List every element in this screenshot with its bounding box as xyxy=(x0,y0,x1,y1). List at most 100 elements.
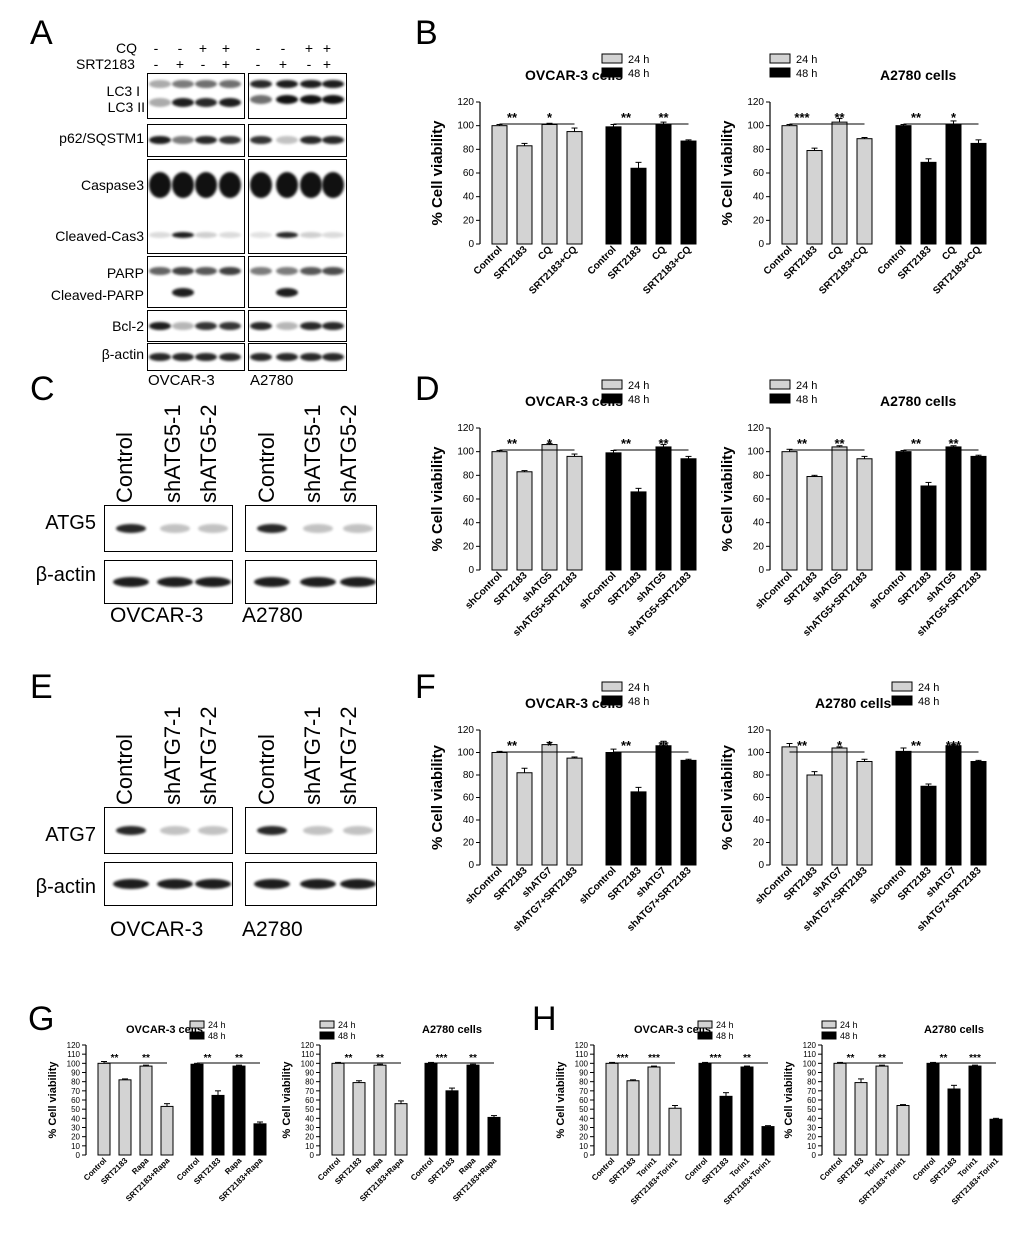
chart-title: A2780 cells xyxy=(924,1024,984,1036)
bar xyxy=(989,1118,1003,1156)
legend-swatch xyxy=(697,1020,713,1029)
blot-band xyxy=(195,267,217,275)
significance-marker: ** xyxy=(658,738,669,753)
beta-actin-band-row-a2780 xyxy=(245,560,377,604)
legend-label: 24 h xyxy=(628,380,649,392)
significance-marker: * xyxy=(547,738,553,753)
legend-swatch xyxy=(891,681,913,692)
y-tick-label: 20 xyxy=(753,838,765,849)
y-tick-label: 0 xyxy=(758,565,764,576)
y-tick-label: 110 xyxy=(803,1050,816,1059)
y-tick-label: 110 xyxy=(575,1050,588,1059)
blot-band xyxy=(116,523,146,533)
blot-band xyxy=(157,879,193,889)
y-tick-label: 120 xyxy=(457,97,474,108)
y-tick-label: 40 xyxy=(463,815,475,826)
y-tick-label: 40 xyxy=(807,1114,816,1123)
blot-band xyxy=(322,80,344,88)
blot-band xyxy=(172,232,194,238)
panel-letter-d: D xyxy=(415,370,440,408)
y-tick-label: 20 xyxy=(305,1133,314,1142)
beta-actin-band-row-a2780 xyxy=(245,862,377,906)
blot-label-beta-actin-c: β-actin xyxy=(35,564,96,586)
y-tick-label: 80 xyxy=(463,144,475,155)
y-tick-label: 80 xyxy=(71,1078,80,1087)
blot-band xyxy=(276,80,298,88)
y-tick-label: 70 xyxy=(71,1087,80,1096)
blot-band xyxy=(219,97,241,107)
treatment-sign: - xyxy=(177,40,183,56)
beta-actin-band-row-ovcar3 xyxy=(104,560,233,604)
significance-marker: ** xyxy=(658,436,669,451)
treatment-sign: + xyxy=(322,40,332,56)
bar xyxy=(875,1065,889,1156)
y-tick-label: 80 xyxy=(463,770,475,781)
chart-title: OVCAR-3 cells xyxy=(126,1024,203,1036)
legend-label: 48 h xyxy=(628,68,649,80)
bar xyxy=(896,1105,910,1156)
legend-swatch xyxy=(769,393,791,404)
treatment-label-cq: CQ xyxy=(116,40,137,56)
y-tick-label: 110 xyxy=(67,1050,80,1059)
blot-band xyxy=(172,267,194,275)
y-tick-label: 110 xyxy=(301,1050,314,1059)
panel-letter-b: B xyxy=(415,14,438,52)
treatment-sign: + xyxy=(198,40,208,56)
legend-label: 48 h xyxy=(796,394,817,406)
legend-label: 48 h xyxy=(796,68,817,80)
legend-label: 24 h xyxy=(338,1020,356,1030)
blot-band xyxy=(219,172,241,198)
legend-swatch xyxy=(821,1020,837,1029)
y-tick-label: 40 xyxy=(753,815,765,826)
blot-band xyxy=(254,879,290,889)
y-tick-label: 70 xyxy=(579,1087,588,1096)
y-tick-label: 30 xyxy=(71,1124,80,1133)
significance-marker: * xyxy=(547,436,553,451)
y-tick-label: 40 xyxy=(753,518,765,529)
blot-label-cleaved-cas3: Cleaved-Cas3 xyxy=(55,228,144,244)
y-tick-label: 0 xyxy=(310,1151,315,1160)
significance-marker: ** xyxy=(911,436,922,451)
blot-band xyxy=(276,353,298,361)
y-axis-label: % Cell viability xyxy=(555,1061,567,1139)
blot-band xyxy=(300,136,322,144)
significance-marker: ** xyxy=(142,1053,150,1064)
blot-band xyxy=(276,267,298,275)
y-tick-label: 120 xyxy=(457,725,474,736)
blot-band xyxy=(172,287,194,297)
significance-marker: ** xyxy=(878,1053,886,1064)
blot-band xyxy=(300,232,322,238)
chart-title: A2780 cells xyxy=(815,695,891,711)
significance-marker: * xyxy=(547,110,553,125)
legend-swatch xyxy=(769,53,791,64)
y-tick-label: 20 xyxy=(753,541,765,552)
y-tick-label: 50 xyxy=(71,1105,80,1114)
significance-marker: ** xyxy=(940,1053,948,1064)
blot-band xyxy=(195,322,217,330)
y-tick-label: 40 xyxy=(753,192,765,203)
blot-band xyxy=(300,879,336,889)
y-tick-label: 0 xyxy=(758,239,764,250)
blot-band xyxy=(157,577,193,587)
blot-band xyxy=(322,136,344,144)
blot-band xyxy=(257,523,287,533)
y-tick-label: 60 xyxy=(463,168,475,179)
blot-band xyxy=(322,232,344,238)
significance-marker: ** xyxy=(658,110,669,125)
significance-marker: *** xyxy=(969,1053,981,1064)
chart-title: OVCAR-3 cells xyxy=(525,393,623,409)
y-tick-label: 100 xyxy=(67,1059,81,1068)
blot-band xyxy=(250,322,272,330)
legend-label: 24 h xyxy=(716,1020,734,1030)
blot-band xyxy=(276,322,298,330)
bar xyxy=(833,1062,847,1156)
blot-band xyxy=(300,353,322,361)
y-axis-label: % Cell viability xyxy=(719,120,736,226)
blot-band xyxy=(250,353,272,361)
legend-label: 48 h xyxy=(840,1031,858,1041)
legend-label: 48 h xyxy=(208,1031,226,1041)
legend-swatch xyxy=(769,67,791,78)
blot-band xyxy=(195,232,217,238)
